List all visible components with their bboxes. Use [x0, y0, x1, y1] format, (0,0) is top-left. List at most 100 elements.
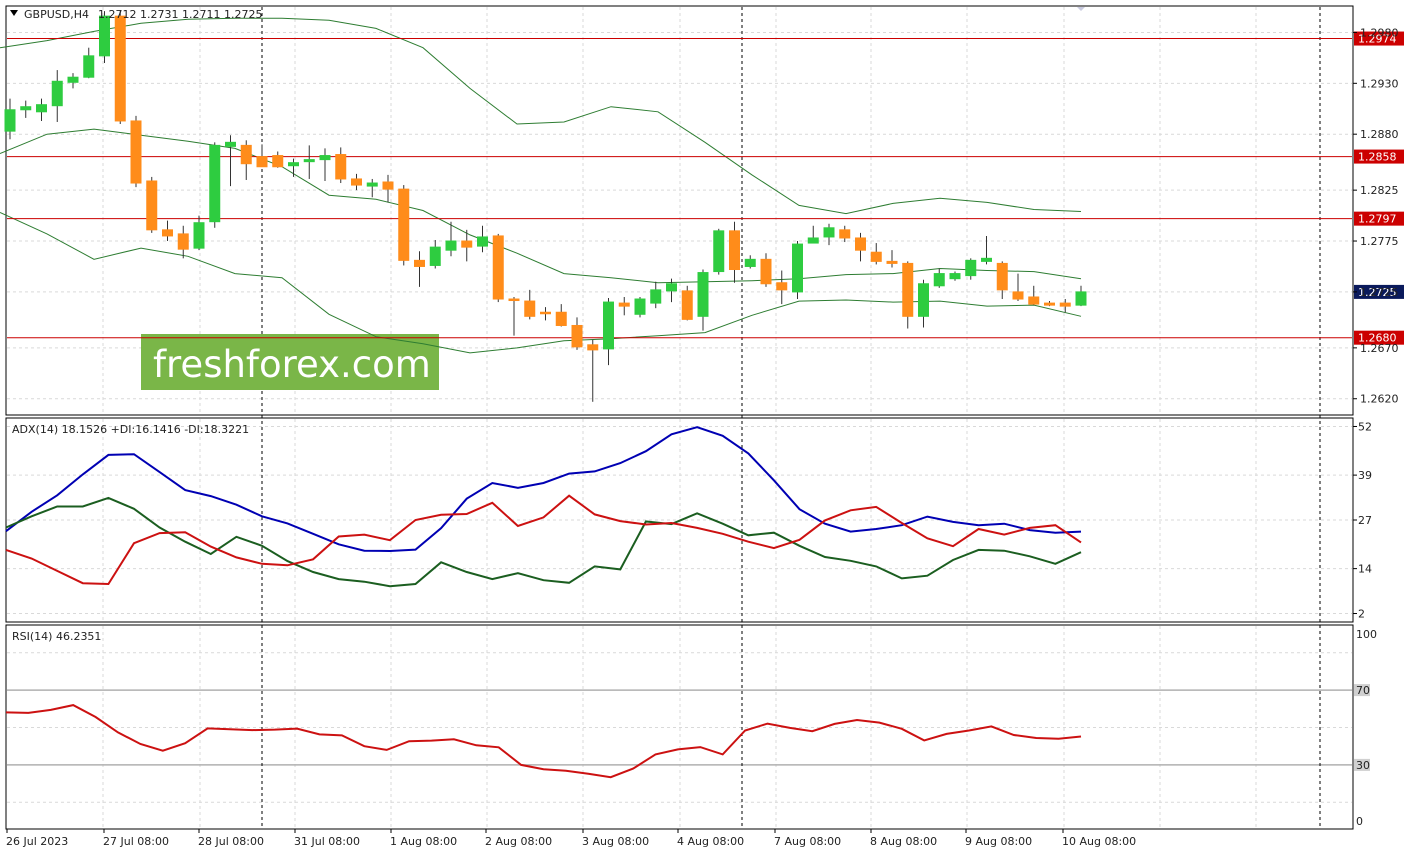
- candle: [209, 142, 221, 228]
- candle: [996, 261, 1008, 300]
- candle: [256, 144, 268, 168]
- adx-tick-label: 27: [1358, 514, 1372, 527]
- candle-body: [351, 178, 362, 186]
- candle: [839, 225, 851, 243]
- candle: [760, 253, 772, 287]
- ohlc-label: 1.2712 1.2731 1.2711 1.2725: [98, 8, 262, 21]
- adx-lines: [5, 426, 1082, 588]
- candle: [1044, 301, 1055, 307]
- price-tick-label: 1.2880: [1360, 128, 1399, 141]
- candle-body: [382, 181, 394, 190]
- candle: [445, 221, 457, 257]
- candle: [571, 317, 583, 350]
- candle-body: [807, 237, 819, 244]
- time-tick-label: 4 Aug 08:00: [677, 835, 744, 848]
- candle-body: [618, 302, 630, 307]
- candle: [51, 70, 63, 122]
- level-price-tag: [1354, 149, 1404, 164]
- candle-body: [1012, 291, 1024, 300]
- candle-body: [445, 240, 457, 251]
- candle: [603, 298, 614, 366]
- price-pane-frame: [5, 5, 1354, 416]
- candle: [319, 148, 331, 181]
- candle-body: [1059, 302, 1071, 307]
- candle-body: [524, 300, 536, 317]
- candle: [477, 225, 488, 253]
- candle: [807, 225, 819, 244]
- candle: [1028, 285, 1040, 306]
- minus-di-line: [5, 494, 1082, 586]
- rsi-pane-frame: [5, 624, 1354, 830]
- shift-marker-icon[interactable]: [1077, 7, 1085, 11]
- candle: [855, 232, 866, 262]
- candle-body: [870, 251, 882, 262]
- axes: 1.2980 1.2930 1.2880 1.2825 1.2775 1.2725 1.26…: [6, 26, 1399, 848]
- candle: [146, 176, 158, 233]
- collapse-triangle-icon[interactable]: [10, 10, 18, 16]
- candle: [744, 255, 756, 269]
- candle: [524, 289, 536, 320]
- candle: [162, 220, 173, 242]
- level-price-label: 1.2858: [1358, 151, 1397, 164]
- rsi-level-tag: [1354, 758, 1370, 771]
- candle: [918, 279, 929, 328]
- candle-body: [83, 55, 95, 78]
- candle: [776, 270, 788, 305]
- candle-body: [1028, 296, 1040, 305]
- candle: [965, 258, 977, 280]
- candle-body: [713, 230, 725, 273]
- candle: [36, 98, 47, 121]
- candle: [792, 241, 803, 300]
- candle-body: [697, 272, 709, 317]
- candle-body: [729, 230, 740, 271]
- bollinger-bands: [0, 17, 1082, 354]
- time-tick-label: 1 Aug 08:00: [390, 835, 457, 848]
- candle: [1075, 285, 1087, 307]
- price-tick-label: 1.2620: [1360, 393, 1399, 406]
- candle-body: [886, 260, 898, 264]
- candle: [587, 339, 599, 402]
- level-price-label: 1.2797: [1358, 213, 1397, 226]
- watermark-text: freshforex.com: [153, 343, 431, 386]
- price-tick-label: 1.2980: [1360, 26, 1399, 39]
- rsi-level-tag: [1354, 684, 1370, 697]
- watermark: freshforex.com: [141, 334, 439, 390]
- price-tick-label: 1.2670: [1360, 342, 1399, 355]
- candle-body: [933, 273, 945, 287]
- candle-body: [555, 311, 567, 326]
- rsi-line: [5, 704, 1082, 779]
- rsi-tick-label: 100: [1356, 628, 1377, 641]
- candle: [492, 233, 504, 303]
- candle: [461, 229, 473, 262]
- candle: [508, 296, 520, 336]
- candle: [272, 151, 284, 168]
- band-lower: [0, 212, 1082, 354]
- candle-body: [855, 237, 866, 251]
- candle: [886, 250, 898, 268]
- time-tick-label: 28 Jul 08:00: [198, 835, 264, 848]
- candle: [288, 158, 299, 177]
- candle: [949, 271, 961, 281]
- band-middle: [0, 128, 1082, 284]
- candle: [414, 251, 425, 287]
- candle: [398, 185, 410, 266]
- horizontal-levels[interactable]: 1.2974 1.2858 1.2797 1.2680 1.2725: [7, 31, 1404, 345]
- time-tick-label: 31 Jul 08:00: [294, 835, 360, 848]
- rsi-tick-label: 70: [1356, 684, 1370, 697]
- price-tick-label: 1.2725: [1360, 286, 1399, 299]
- candle-body: [162, 229, 173, 237]
- candle-body: [177, 233, 189, 250]
- adx-line: [5, 426, 1082, 553]
- current-price-tag: [1354, 284, 1404, 299]
- candle-body: [429, 246, 441, 266]
- candle-body: [319, 155, 331, 161]
- candle-body: [571, 324, 583, 348]
- candle: [697, 269, 709, 331]
- candle: [130, 115, 142, 188]
- candle-body: [508, 298, 520, 302]
- candle-body: [1044, 302, 1055, 306]
- candle: [1059, 299, 1071, 313]
- candle: [823, 223, 835, 246]
- candle-body: [949, 273, 961, 280]
